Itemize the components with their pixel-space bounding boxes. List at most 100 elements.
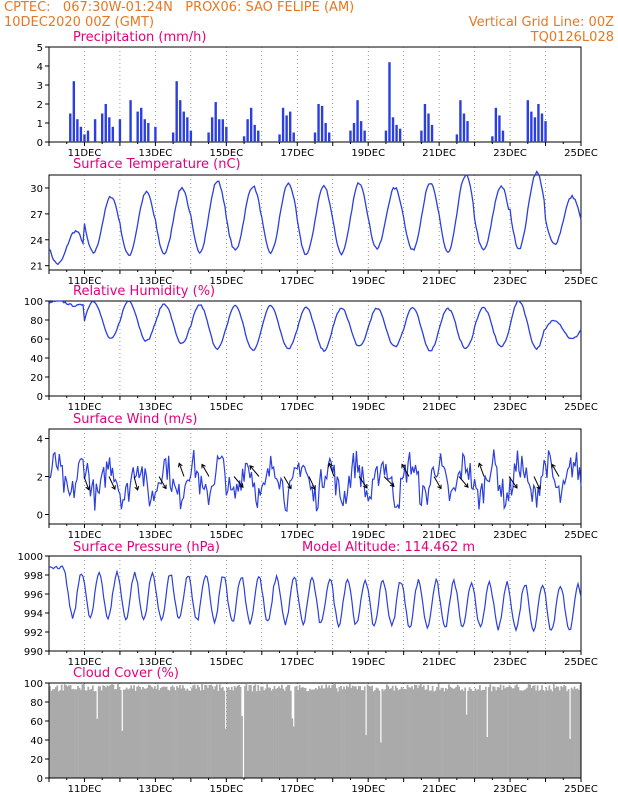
wind-speed-line [48, 449, 582, 513]
cloud-bar [300, 687, 302, 778]
wind-arrow [478, 463, 485, 477]
cloud-bar [405, 689, 407, 778]
cloud-bar [128, 688, 131, 778]
cloud-bar [227, 687, 230, 778]
cloud-bar [328, 685, 331, 778]
x-tick-label: 25DEC [564, 784, 598, 795]
x-tick-label: 21DEC [422, 402, 456, 413]
cloud-bar [579, 685, 582, 778]
precip-bar [171, 132, 175, 142]
cloud-bar [125, 687, 128, 778]
precip-bar [540, 113, 544, 142]
cloud-bar [337, 691, 339, 778]
panel-0 [45, 46, 582, 146]
cloud-bar [335, 688, 338, 778]
cloud-bar [464, 687, 467, 778]
cloud-bar [326, 687, 329, 778]
cloud-bar [291, 718, 294, 778]
cloud-bar [105, 687, 107, 778]
cloud-bar [130, 685, 133, 778]
cloud-bar [397, 690, 400, 778]
cloud-bar [437, 684, 440, 778]
header-date-line: 10DEC2020 00Z (GMT) [4, 15, 155, 30]
cloud-bar [366, 684, 369, 778]
cloud-bar [318, 686, 320, 778]
cloud-bar [532, 685, 534, 778]
cloud-bar [52, 689, 54, 778]
wind-arrow-head [249, 465, 254, 470]
cloud-bar [578, 689, 580, 778]
y-tick-label: 4 [37, 435, 43, 446]
cloud-bar [84, 690, 87, 778]
cloud-bar [347, 687, 350, 778]
cloud-bar [374, 690, 376, 778]
wind-arrow [508, 476, 518, 489]
y-tick-label: 998 [24, 571, 43, 582]
cloud-bar [399, 689, 401, 778]
cloud-bar [304, 688, 307, 778]
y-tick-label: 996 [24, 590, 43, 601]
x-tick-label: 19DEC [351, 148, 385, 159]
cloud-bar [164, 686, 167, 778]
cloud-bar [162, 686, 165, 778]
cloud-bar [440, 687, 443, 778]
precip-bar [459, 100, 462, 142]
precip-bar [530, 111, 533, 142]
cloud-bar [278, 686, 280, 778]
precip-bar [257, 130, 260, 142]
cloud-bar [471, 690, 474, 778]
y-tick-label: 100 [24, 297, 43, 308]
cloud-bar [279, 688, 282, 778]
cloud-bar [301, 686, 304, 778]
cloud-bar [391, 685, 394, 778]
wind-arrow-head [513, 483, 518, 489]
precip-bar [76, 119, 79, 142]
cloud-bar [189, 690, 192, 778]
precip-bar [491, 136, 494, 142]
cloud-bar [557, 686, 560, 778]
y-tick-label: 27 [30, 210, 43, 221]
precip-bar [189, 130, 193, 142]
cloud-bar [85, 690, 88, 778]
cloud-bar [403, 689, 406, 778]
precip-bar [455, 134, 459, 142]
cloud-bar [127, 689, 130, 778]
precip-bar [278, 134, 281, 142]
x-tick-label: 11DEC [68, 784, 102, 795]
cloud-bar [448, 684, 450, 778]
cloud-bar [477, 689, 480, 778]
cloud-bar [524, 689, 527, 778]
cloud-bar [75, 689, 78, 778]
precip-bar [391, 117, 395, 142]
x-tick-label: 19DEC [351, 530, 385, 541]
cloud-bar [408, 687, 410, 778]
cloud-bar [414, 684, 416, 778]
cloud-bar [57, 691, 60, 778]
panel-1 [45, 170, 582, 274]
precip-bar [72, 81, 76, 142]
cloud-bar [267, 687, 270, 778]
y-tick-label: 2 [37, 100, 43, 111]
wind-arrow [533, 476, 541, 490]
y-tick-label: 20 [30, 755, 43, 766]
precip-bar [526, 100, 529, 142]
cloud-bar [221, 686, 224, 778]
precip-bar [129, 100, 132, 142]
cloud-bar [99, 686, 101, 778]
y-tick-label: 0 [37, 138, 43, 149]
cloud-bar [511, 688, 514, 778]
cloud-bar [94, 691, 97, 778]
cloud-bar [319, 688, 322, 778]
cloud-bar [275, 689, 277, 778]
wind-arrow [201, 464, 210, 477]
cloud-bar [111, 684, 113, 778]
cloud-bar [365, 735, 367, 778]
wind-arrow [249, 465, 260, 477]
precip-bar [285, 115, 288, 142]
wind-arrow-head [177, 462, 183, 468]
x-tick-label: 13DEC [139, 784, 173, 795]
cloud-bar [230, 686, 233, 778]
y-tick-label: 994 [24, 609, 43, 620]
panel-5 [45, 682, 582, 782]
y-tick-label: 80 [30, 698, 43, 709]
